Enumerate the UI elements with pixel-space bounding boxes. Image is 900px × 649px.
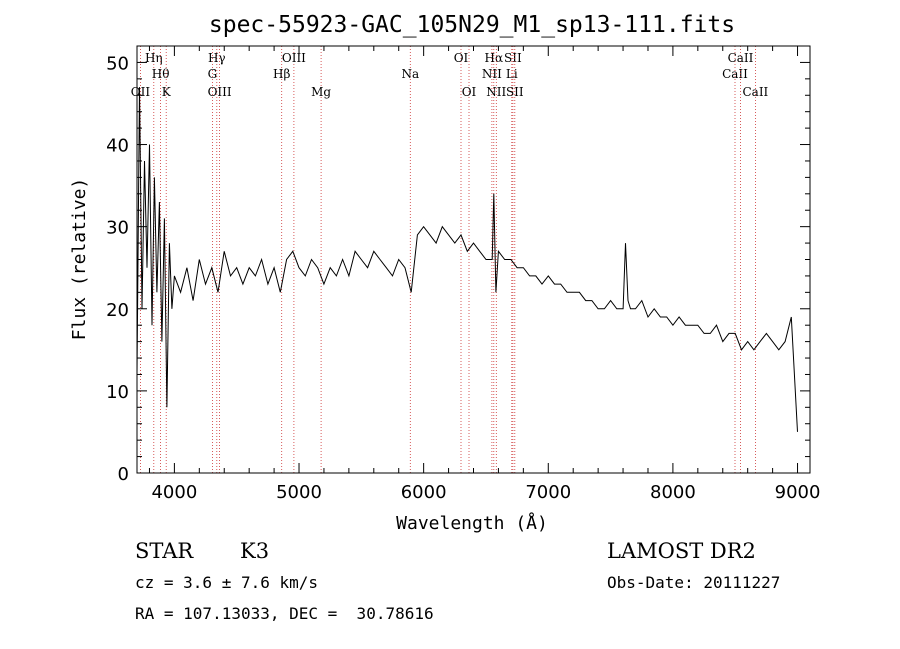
x-tick-label-3: 7000 <box>525 482 571 503</box>
line-label-17: SII <box>504 51 522 65</box>
coordinates: RA = 107.13033, DEC = 30.78616 <box>135 604 434 623</box>
plot-area <box>136 87 798 432</box>
object-class: STAR <box>135 539 194 563</box>
line-label-13: NII <box>482 67 502 81</box>
line-label-15: NII <box>486 85 506 99</box>
line-label-11: OI <box>454 51 469 65</box>
line-label-2: Hθ <box>152 67 170 81</box>
y-axis-label: Flux (relative) <box>69 178 90 341</box>
line-label-9: Mg <box>311 85 331 99</box>
line-label-14: Hα <box>485 51 504 65</box>
x-tick-label-2: 6000 <box>401 482 447 503</box>
line-label-5: Hγ <box>208 51 226 65</box>
obs-date: Obs-Date: 20111227 <box>607 573 781 592</box>
spectrum-line-0 <box>136 87 798 432</box>
x-tick-label-0: 4000 <box>151 482 197 503</box>
survey-label: LAMOST DR2 <box>607 539 756 563</box>
y-tick-label-4: 40 <box>106 136 129 157</box>
emission-line-markers: OIIHηHθKGHγOIIIHβOIIIMgNaOIOINIIHαNIILiS… <box>131 46 769 473</box>
y-tick-label-1: 10 <box>106 382 129 403</box>
line-label-1: Hη <box>145 51 163 65</box>
line-label-12: OI <box>462 85 477 99</box>
spectrum-chart: spec-55923-GAC_105N29_M1_sp13-111.fits W… <box>69 12 821 534</box>
axes: 4000 5000 6000 7000 8000 9000 0 10 20 30 40 50 <box>106 45 821 503</box>
line-label-8: OIII <box>282 51 306 65</box>
line-label-4: G <box>208 67 218 81</box>
object-subclass: K3 <box>240 539 270 563</box>
line-label-10: Na <box>401 67 419 81</box>
x-tick-label-4: 8000 <box>650 482 696 503</box>
y-tick-label-3: 30 <box>106 218 129 239</box>
y-tick-label-2: 20 <box>106 300 129 321</box>
chart-title: spec-55923-GAC_105N29_M1_sp13-111.fits <box>209 12 735 38</box>
y-tick-label-0: 0 <box>118 464 129 485</box>
y-tick-label-5: 50 <box>106 53 129 74</box>
x-tick-label-5: 9000 <box>775 482 821 503</box>
x-axis-label: Wavelength (Å) <box>396 512 548 534</box>
line-label-20: CaII <box>728 51 754 65</box>
line-label-21: CaII <box>742 85 768 99</box>
line-label-18: SII <box>506 85 524 99</box>
line-label-19: CaII <box>722 67 748 81</box>
line-label-7: Hβ <box>273 67 290 81</box>
line-label-6: OIII <box>208 85 232 99</box>
x-tick-label-1: 5000 <box>276 482 322 503</box>
line-label-3: K <box>162 85 172 99</box>
line-label-0: OII <box>131 85 151 99</box>
plot-frame <box>136 45 811 474</box>
redshift-cz: cz = 3.6 ± 7.6 km/s <box>135 573 319 592</box>
line-label-16: Li <box>506 67 518 81</box>
